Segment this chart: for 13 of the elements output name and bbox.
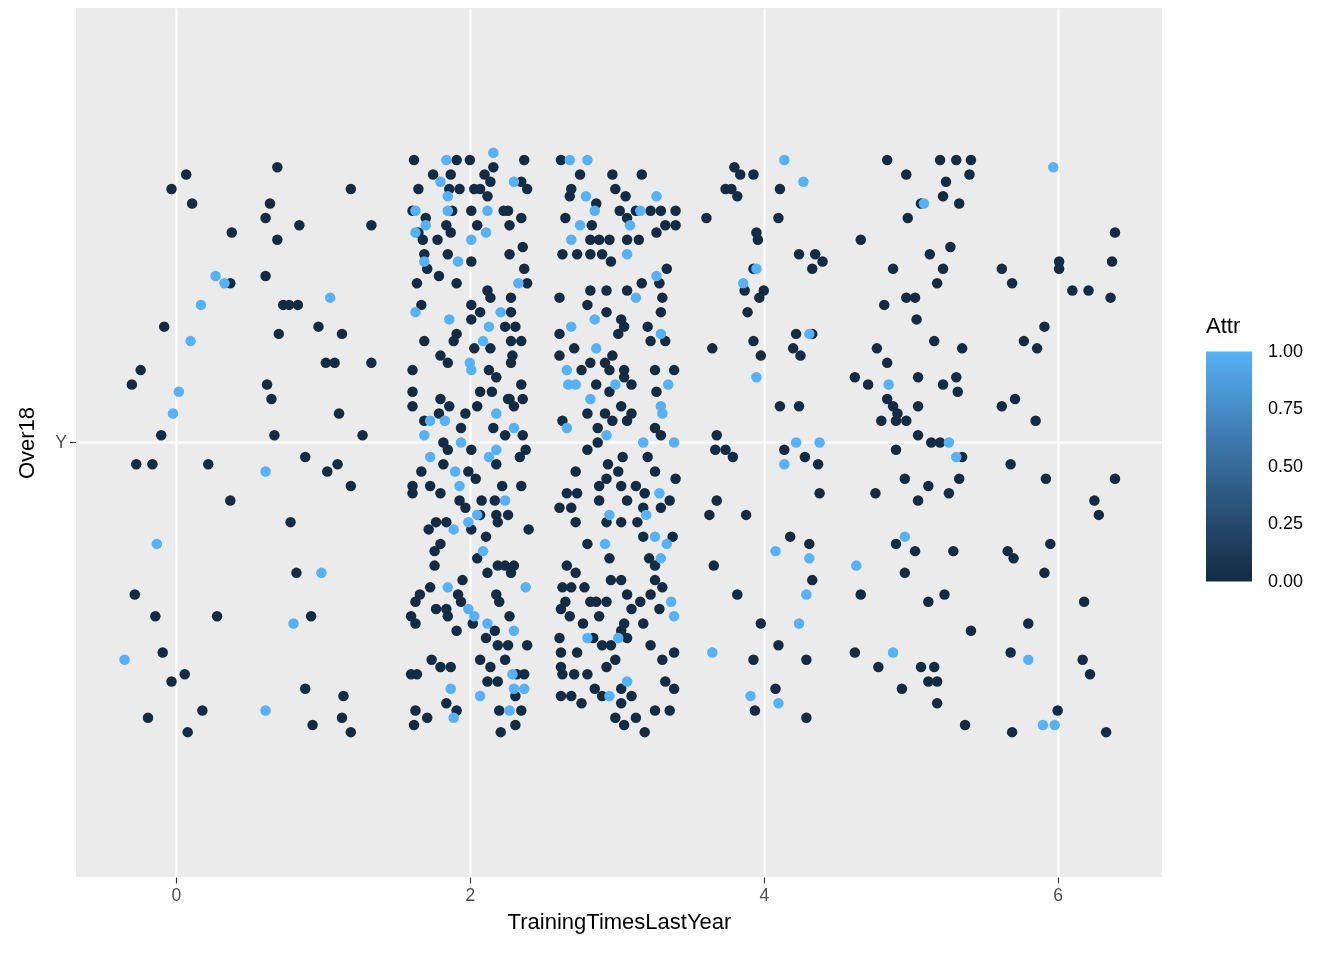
color-bar-label: 0.75 (1268, 398, 1304, 418)
text: Y (55, 431, 68, 452)
x-axis-title: TrainingTimesLastYear (507, 909, 732, 934)
color-bar-label: 0.50 (1268, 455, 1304, 476)
x-tick-label: 2 (465, 884, 476, 905)
y-axis-title: Over18 (13, 406, 39, 480)
color-bar-title: Attr (1206, 312, 1241, 338)
x-tick-label: 4 (759, 884, 770, 905)
x-tick-label: 0 (171, 884, 182, 905)
color-bar-label: 0.25 (1268, 513, 1304, 533)
color-bar-label: 1.00 (1268, 340, 1304, 361)
x-tick-label: 6 (1053, 884, 1064, 905)
color-bar-label: 0.00 (1268, 570, 1304, 591)
